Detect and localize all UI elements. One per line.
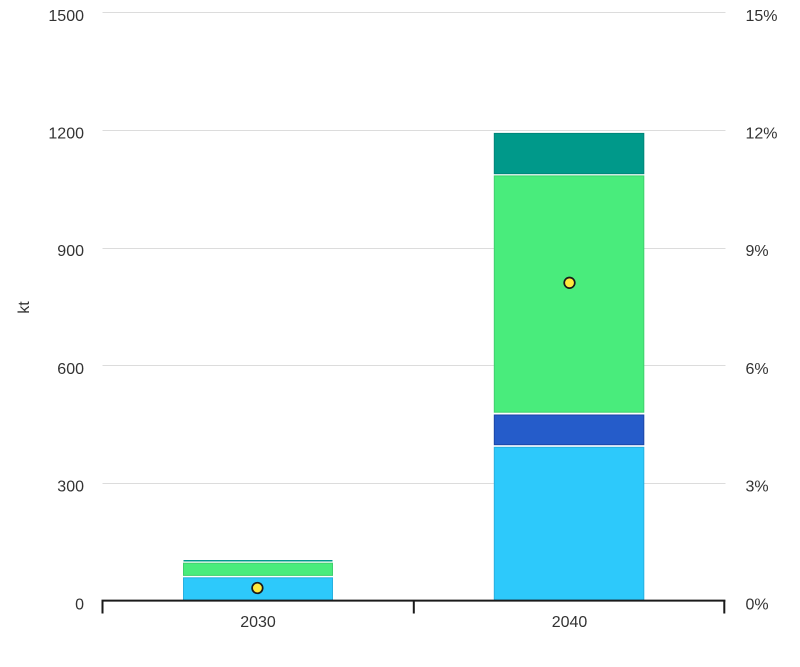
svg-text:3%: 3% — [746, 479, 769, 496]
svg-text:2040: 2040 — [552, 614, 588, 631]
svg-text:0%: 0% — [746, 596, 769, 613]
svg-text:2030: 2030 — [240, 614, 276, 631]
svg-text:600: 600 — [57, 361, 84, 378]
svg-text:15%: 15% — [746, 8, 778, 25]
svg-text:1200: 1200 — [48, 126, 84, 143]
svg-text:12%: 12% — [746, 126, 778, 143]
svg-text:9%: 9% — [746, 243, 769, 260]
svg-text:1500: 1500 — [48, 8, 84, 25]
svg-text:kt: kt — [16, 301, 33, 314]
svg-text:0: 0 — [75, 596, 84, 613]
svg-text:300: 300 — [57, 479, 84, 496]
svg-text:900: 900 — [57, 243, 84, 260]
svg-text:6%: 6% — [746, 361, 769, 378]
